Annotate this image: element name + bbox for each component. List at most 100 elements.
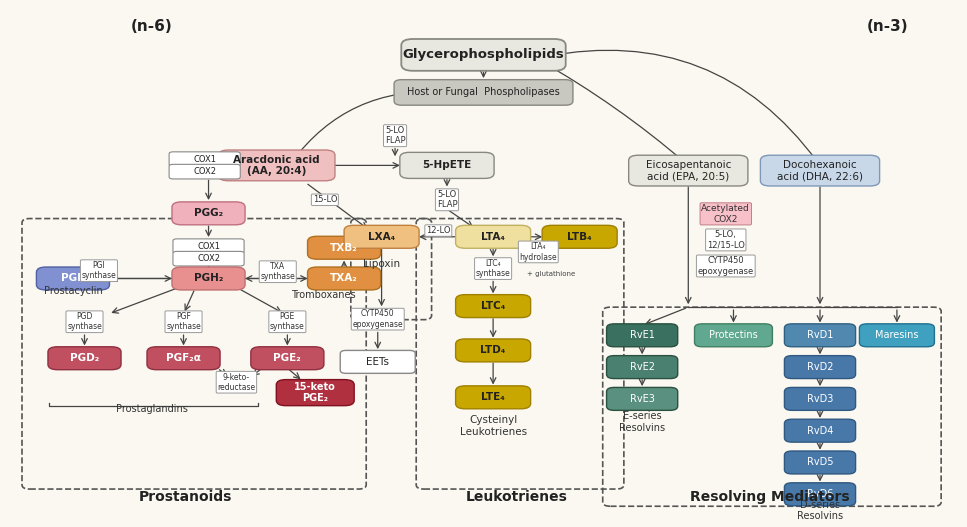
Text: Host or Fungal  Phospholipases: Host or Fungal Phospholipases xyxy=(407,87,560,97)
Text: LXA₄: LXA₄ xyxy=(368,232,396,242)
FancyBboxPatch shape xyxy=(606,387,678,411)
FancyBboxPatch shape xyxy=(277,379,354,406)
Text: Tromboxanes: Tromboxanes xyxy=(291,290,355,300)
FancyBboxPatch shape xyxy=(401,39,566,71)
FancyBboxPatch shape xyxy=(760,155,880,186)
Text: TXA
synthase: TXA synthase xyxy=(260,262,295,281)
FancyBboxPatch shape xyxy=(455,226,531,248)
FancyBboxPatch shape xyxy=(784,419,856,442)
Text: PGG₂: PGG₂ xyxy=(194,208,223,218)
FancyBboxPatch shape xyxy=(308,236,381,259)
FancyBboxPatch shape xyxy=(395,80,572,105)
FancyBboxPatch shape xyxy=(172,267,245,290)
Text: LTD₄: LTD₄ xyxy=(481,345,506,355)
Text: PGF₂α: PGF₂α xyxy=(166,353,201,363)
Text: PGE
synthase: PGE synthase xyxy=(270,312,305,331)
Text: PGI₂: PGI₂ xyxy=(61,274,85,284)
FancyBboxPatch shape xyxy=(37,267,109,290)
FancyBboxPatch shape xyxy=(147,347,220,370)
FancyBboxPatch shape xyxy=(860,324,934,347)
FancyBboxPatch shape xyxy=(606,356,678,378)
Text: Maresins: Maresins xyxy=(875,330,919,340)
Text: Protectins: Protectins xyxy=(709,330,758,340)
Text: LTC₄: LTC₄ xyxy=(481,301,505,311)
Text: CYTP450
epoxygenase: CYTP450 epoxygenase xyxy=(352,309,403,329)
Text: + glutathione: + glutathione xyxy=(527,271,575,277)
Text: RvE1: RvE1 xyxy=(630,330,655,340)
Text: 15-LO: 15-LO xyxy=(312,196,337,204)
Text: Lipoxin: Lipoxin xyxy=(363,259,400,269)
Text: PGI
synthase: PGI synthase xyxy=(81,261,116,280)
FancyBboxPatch shape xyxy=(606,324,678,347)
Text: 5-HpETE: 5-HpETE xyxy=(423,160,472,170)
Text: RvD3: RvD3 xyxy=(806,394,834,404)
FancyBboxPatch shape xyxy=(629,155,747,186)
Text: EETs: EETs xyxy=(366,357,390,367)
Text: Eicosapentanoic
acid (EPA, 20:5): Eicosapentanoic acid (EPA, 20:5) xyxy=(646,160,731,181)
Text: Resolving Mediators: Resolving Mediators xyxy=(690,490,850,504)
Text: Leukotrienes: Leukotrienes xyxy=(466,490,568,504)
Text: Prostacyclin: Prostacyclin xyxy=(44,286,103,296)
Text: Glycerophospholipids: Glycerophospholipids xyxy=(402,48,565,62)
Text: LTA₄: LTA₄ xyxy=(482,232,505,242)
Text: Docohexanoic
acid (DHA, 22:6): Docohexanoic acid (DHA, 22:6) xyxy=(777,160,863,181)
Text: PGE₂: PGE₂ xyxy=(274,353,302,363)
FancyBboxPatch shape xyxy=(399,152,494,179)
FancyBboxPatch shape xyxy=(455,339,531,362)
Text: RvD4: RvD4 xyxy=(806,426,834,436)
Text: COX2: COX2 xyxy=(193,167,217,176)
FancyBboxPatch shape xyxy=(542,226,617,248)
FancyBboxPatch shape xyxy=(784,451,856,474)
FancyBboxPatch shape xyxy=(340,350,415,373)
Text: RvE3: RvE3 xyxy=(630,394,655,404)
Text: PGH₂: PGH₂ xyxy=(193,274,223,284)
FancyBboxPatch shape xyxy=(308,267,381,290)
Text: LTE₄: LTE₄ xyxy=(482,392,505,402)
Text: TXA₂: TXA₂ xyxy=(330,274,358,284)
Text: RvD5: RvD5 xyxy=(806,457,834,467)
Text: RvD1: RvD1 xyxy=(806,330,834,340)
FancyBboxPatch shape xyxy=(344,226,419,248)
Text: RvD6: RvD6 xyxy=(806,489,834,499)
Text: 5-LO
FLAP: 5-LO FLAP xyxy=(385,126,405,145)
Text: COX1: COX1 xyxy=(197,242,220,251)
Text: PGF
synthase: PGF synthase xyxy=(166,312,201,331)
Text: RvD2: RvD2 xyxy=(806,362,834,372)
FancyBboxPatch shape xyxy=(784,387,856,411)
Text: Cysteinyl
Leukotrienes: Cysteinyl Leukotrienes xyxy=(459,415,527,437)
Text: RvE2: RvE2 xyxy=(630,362,655,372)
Text: Prostanoids: Prostanoids xyxy=(139,490,232,504)
Text: Prostaglandins: Prostaglandins xyxy=(116,404,188,414)
Text: COX2: COX2 xyxy=(197,254,220,263)
Text: PGD₂: PGD₂ xyxy=(70,353,100,363)
Text: PGD
synthase: PGD synthase xyxy=(67,312,102,331)
FancyBboxPatch shape xyxy=(169,152,240,167)
Text: D-series
Resolvins: D-series Resolvins xyxy=(797,500,843,521)
Text: LTC₄
synthase: LTC₄ synthase xyxy=(476,259,511,278)
Text: (n-6): (n-6) xyxy=(131,19,173,34)
Text: 5-LO
FLAP: 5-LO FLAP xyxy=(437,190,457,210)
FancyBboxPatch shape xyxy=(169,164,240,179)
Text: E-series
Resolvins: E-series Resolvins xyxy=(619,411,665,433)
Text: 5-LO,
12/15-LO: 5-LO, 12/15-LO xyxy=(707,230,745,250)
Text: 12-LO: 12-LO xyxy=(426,226,451,235)
Text: 15-keto
PGE₂: 15-keto PGE₂ xyxy=(294,382,337,404)
Text: LTB₄: LTB₄ xyxy=(568,232,592,242)
Text: TXB₂: TXB₂ xyxy=(330,243,358,253)
FancyBboxPatch shape xyxy=(784,324,856,347)
Text: CYTP450
epoxygenase: CYTP450 epoxygenase xyxy=(697,256,754,276)
Text: Aracdonic acid
(AA, 20:4): Aracdonic acid (AA, 20:4) xyxy=(233,154,320,176)
FancyBboxPatch shape xyxy=(250,347,324,370)
FancyBboxPatch shape xyxy=(172,202,245,225)
FancyBboxPatch shape xyxy=(173,239,244,253)
FancyBboxPatch shape xyxy=(784,483,856,506)
Text: LTA₄
hydrolase: LTA₄ hydrolase xyxy=(519,242,557,261)
FancyBboxPatch shape xyxy=(455,295,531,318)
FancyBboxPatch shape xyxy=(219,150,335,181)
FancyBboxPatch shape xyxy=(48,347,121,370)
Text: 9-keto-
reductase: 9-keto- reductase xyxy=(218,373,255,392)
FancyBboxPatch shape xyxy=(455,386,531,409)
Text: (n-3): (n-3) xyxy=(866,19,908,34)
FancyBboxPatch shape xyxy=(173,251,244,266)
Text: Acetylated
COX2: Acetylated COX2 xyxy=(701,204,750,223)
